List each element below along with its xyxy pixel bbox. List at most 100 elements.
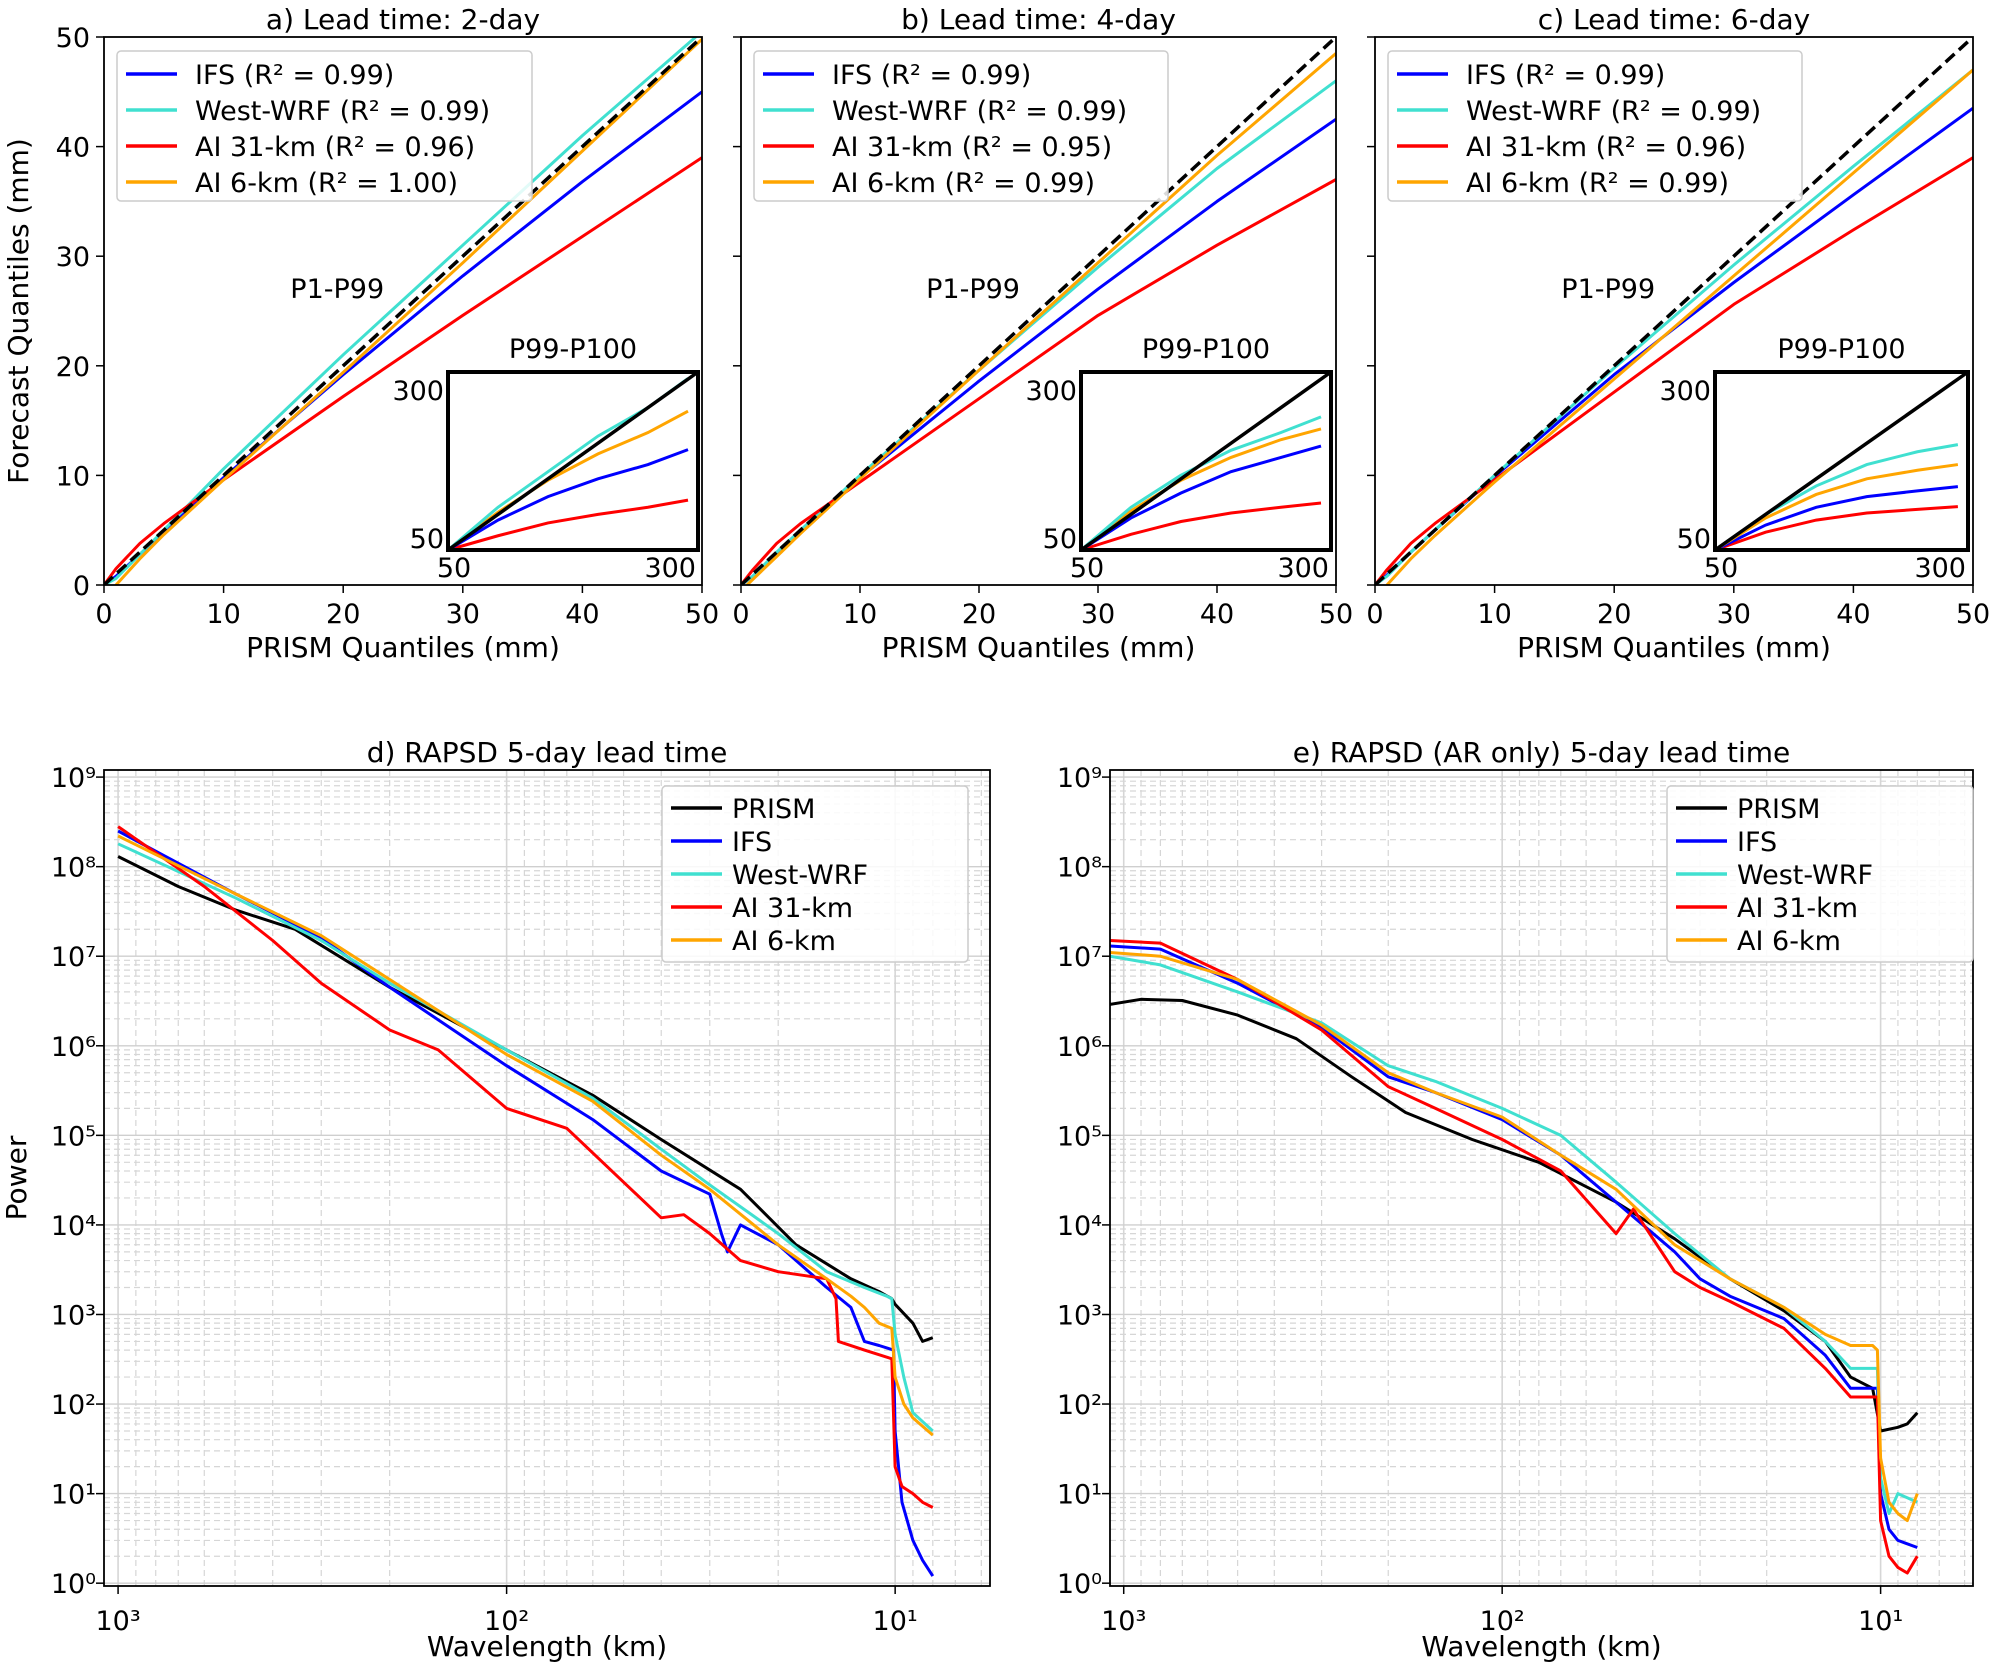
x-tick-label: 20: [962, 599, 996, 630]
legend-box: [1387, 50, 1803, 202]
x-tick-label: 30: [446, 599, 480, 630]
axes-frame: [1109, 769, 1974, 1587]
legend-label: West-WRF (R² = 0.99): [195, 96, 490, 127]
panel-3: d) RAPSD 5-day lead time Wavelength (km) P…: [0, 736, 991, 1663]
legend-label: AI 31-km (R² = 0.96): [1466, 132, 1746, 163]
axes-frame: [103, 769, 991, 1587]
inset-y-tick-label: 50: [1043, 524, 1077, 555]
series-group: [1375, 37, 1973, 585]
legend-label: AI 6-km: [732, 926, 836, 957]
x-tick-label: 30: [1717, 599, 1751, 630]
x-tick-label: 50: [685, 599, 719, 630]
y-tick-label: 10¹: [51, 1480, 96, 1511]
x-tick-label: 40: [1836, 599, 1870, 630]
inset-y-tick-label: 300: [392, 376, 444, 407]
panel-4: e) RAPSD (AR only) 5-day lead time Wavele…: [1057, 736, 1974, 1663]
x-tick-label: 10¹: [1858, 1606, 1903, 1637]
series-line-ai-31-km: [1375, 156, 1973, 585]
y-tick-label: 10⁹: [51, 763, 96, 794]
series-line-prism: [1110, 997, 1919, 1433]
x-tick-label: 40: [565, 599, 599, 630]
y-tick-label: 10⁵: [51, 1121, 96, 1152]
x-tick-label: 10: [1477, 599, 1511, 630]
legend-label: AI 31-km: [1737, 893, 1858, 924]
series-group: [741, 37, 1336, 585]
legend-label: West-WRF (R² = 0.99): [832, 96, 1127, 127]
legend-label: IFS (R² = 0.99): [1466, 60, 1665, 91]
y-tick-label: 10⁹: [1057, 763, 1102, 794]
range-annotation: P1-P99: [926, 274, 1020, 305]
legend-label: West-WRF: [732, 860, 868, 891]
legend-label: AI 6-km (R² = 1.00): [195, 168, 458, 199]
inset-y-tick-label: 300: [1659, 376, 1711, 407]
series-line-ai-6-km: [117, 834, 934, 1437]
one-to-one-line: [104, 37, 702, 585]
series-group: [117, 825, 935, 1577]
y-tick-label: 10⁸: [1057, 853, 1102, 884]
one-to-one-line: [1375, 37, 1973, 585]
legend-box: [116, 50, 533, 202]
legend-label: AI 6-km (R² = 0.99): [1466, 168, 1729, 199]
legend-label: West-WRF: [1737, 860, 1873, 891]
legend-label: IFS: [732, 827, 772, 858]
y-tick-label: 40: [56, 133, 90, 164]
inset-series-line: [447, 498, 689, 552]
y-tick-label: 10²: [1057, 1390, 1102, 1421]
inset-series-line: [1080, 427, 1322, 552]
inset-x-tick-label: 50: [1070, 553, 1104, 584]
x-tick-label: 0: [95, 599, 112, 630]
series-line-ai-31-km: [117, 825, 934, 1509]
series-line-ai-6-km: [1110, 951, 1919, 1523]
x-tick-label: 10: [843, 599, 877, 630]
x-tick-label: 0: [732, 599, 749, 630]
inset-x-tick-label: 50: [1704, 553, 1738, 584]
legend-label: IFS: [1737, 827, 1777, 858]
x-tick-label: 40: [1200, 599, 1234, 630]
x-tick-label: 0: [1366, 599, 1383, 630]
inset-y-tick-label: 300: [1025, 376, 1077, 407]
series-line-ifs: [1110, 944, 1918, 1549]
panel-1: b) Lead time: 4-day PRISM Quantiles (mm) 0…: [732, 3, 1353, 664]
y-tick-label: 10⁷: [1057, 942, 1102, 973]
y-tick-label: 20: [56, 352, 90, 383]
axes-frame: [740, 36, 1337, 586]
legend-label: IFS (R² = 0.99): [832, 60, 1031, 91]
panel-0: a) Lead time: 2-day PRISM Quantiles (mm) F…: [2, 3, 719, 664]
chart-title: e) RAPSD (AR only) 5-day lead time: [1293, 736, 1791, 769]
series-line-ifs: [117, 829, 935, 1577]
inset-x-tick-label: 300: [1277, 553, 1329, 584]
y-tick-label: 10⁷: [51, 942, 96, 973]
series-line-west-wrf: [1110, 954, 1918, 1515]
inset-title: P99-P100: [509, 334, 637, 365]
inset-y-tick-label: 50: [410, 524, 444, 555]
legend-label: West-WRF (R² = 0.99): [1466, 96, 1761, 127]
axes-frame: [1374, 36, 1974, 586]
legend-box: [753, 50, 1169, 202]
y-tick-label: 10⁵: [1057, 1121, 1102, 1152]
legend-label: AI 6-km (R² = 0.99): [832, 168, 1095, 199]
x-axis-label: Wavelength (km): [1421, 1630, 1661, 1663]
y-tick-label: 10⁶: [1057, 1032, 1102, 1063]
y-tick-label: 10⁴: [1057, 1211, 1102, 1242]
x-axis-label: PRISM Quantiles (mm): [882, 631, 1196, 664]
inset-series-line: [1714, 485, 1959, 552]
legend-label: IFS (R² = 0.99): [195, 60, 394, 91]
series-line-ai-31-km: [741, 178, 1336, 585]
x-tick-label: 10³: [1101, 1606, 1146, 1637]
series-line-ai-6-km: [1385, 68, 1973, 585]
legend: IFS (R² = 0.99) West-WRF (R² = 0.99) AI 31…: [1387, 50, 1803, 202]
axes-frame: [103, 36, 703, 586]
x-axis-label: PRISM Quantiles (mm): [1517, 631, 1831, 664]
x-tick-label: 50: [1319, 599, 1353, 630]
y-tick-label: 10⁸: [51, 853, 96, 884]
series-line-ai-6-km: [114, 38, 702, 585]
y-axis-label: Power: [0, 1135, 33, 1220]
x-tick-label: 10: [206, 599, 240, 630]
inset-series-line: [1080, 501, 1322, 552]
y-tick-label: 0: [73, 571, 90, 602]
series-line-ai-31-km: [1110, 939, 1919, 1575]
legend-label: AI 6-km: [1737, 926, 1841, 957]
